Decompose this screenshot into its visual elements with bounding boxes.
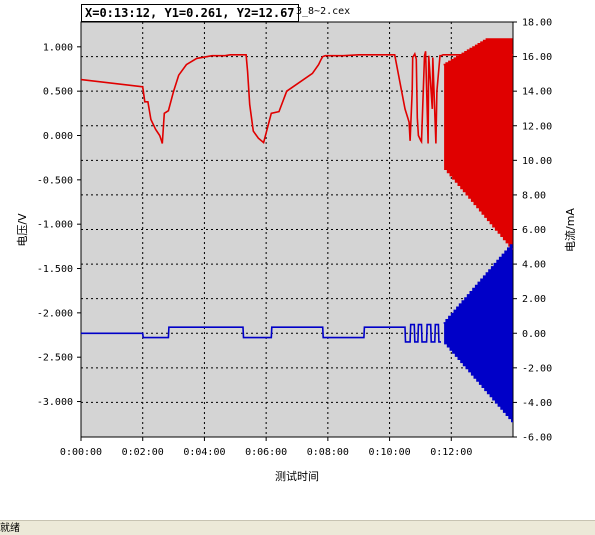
- x-axis-ticks: 0:00:00 0:02:00 0:04:00 0:06:00 0:08:00 0:10:…: [60, 437, 472, 458]
- status-text: 就绪: [0, 523, 20, 534]
- left-tick-label: 0.000: [43, 131, 73, 142]
- right-tick-label: -6.00: [522, 433, 552, 444]
- left-tick-label: -1.000: [37, 220, 73, 231]
- right-tick-label: 12.00: [522, 121, 552, 132]
- right-tick-label: 14.00: [522, 87, 552, 98]
- x-axis-title: 测试时间: [275, 470, 319, 483]
- right-tick-label: -4.00: [522, 398, 552, 409]
- x-tick-label: 0:10:00: [368, 447, 410, 458]
- right-tick-label: 8.00: [522, 190, 546, 201]
- left-tick-label: -2.000: [37, 308, 73, 319]
- right-tick-label: 2.00: [522, 294, 546, 305]
- right-axis-title: 电流/mA: [563, 208, 577, 252]
- grid-lines: [80, 21, 513, 438]
- cursor-readout: X=0:13:12, Y1=0.261, Y2=12.67: [81, 4, 299, 22]
- left-tick-label: -1.500: [37, 264, 73, 275]
- x-tick-label: 0:06:00: [245, 447, 287, 458]
- left-tick-label: -3.000: [37, 397, 73, 408]
- x-tick-label: 0:12:00: [430, 447, 472, 458]
- file-name: 3_8~2.cex: [296, 6, 351, 17]
- right-tick-label: 10.00: [522, 156, 552, 167]
- left-axis-ticks: 1.000 0.500 0.000 -0.500 -1.000 -1.500 -2.000 -…: [37, 42, 81, 408]
- current-burst-line: [443, 244, 513, 423]
- chart: 1.000 0.500 0.000 -0.500 -1.000 -1.500 -2.000 -…: [16, 18, 577, 484]
- current-series-line: [81, 323, 441, 343]
- right-tick-label: 6.00: [522, 225, 546, 236]
- right-tick-label: 16.00: [522, 52, 552, 63]
- x-tick-label: 0:04:00: [183, 447, 225, 458]
- x-tick-label: 0:00:00: [60, 447, 102, 458]
- right-tick-label: -2.00: [522, 363, 552, 374]
- x-tick-label: 0:02:00: [122, 447, 164, 458]
- right-axis-ticks: 18.00 16.00 14.00 12.00 10.00 8.00 6.00 4.00 2.0…: [513, 18, 552, 444]
- right-tick-label: 0.00: [522, 329, 546, 340]
- left-tick-label: -0.500: [37, 175, 73, 186]
- x-tick-label: 0:08:00: [307, 447, 349, 458]
- left-tick-label: -2.500: [37, 353, 73, 364]
- right-tick-label: 4.00: [522, 260, 546, 271]
- left-axis-title: 电压/V: [16, 213, 29, 247]
- left-tick-label: 1.000: [43, 42, 73, 53]
- left-tick-label: 0.500: [43, 87, 73, 98]
- voltage-burst-line: [443, 38, 513, 250]
- status-bar: 就绪: [0, 520, 595, 535]
- right-tick-label: 18.00: [522, 18, 552, 29]
- series-group: [81, 38, 513, 423]
